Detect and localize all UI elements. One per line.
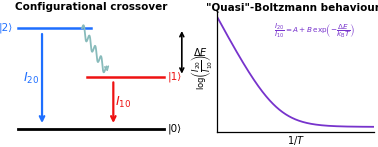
X-axis label: $1/T$: $1/T$ bbox=[287, 134, 305, 147]
Text: $\dfrac{I_{20}}{I_{10}} = A + B\,\exp\!\left(-\dfrac{\Delta E}{k_{\mathrm{B}}T}\: $\dfrac{I_{20}}{I_{10}} = A + B\,\exp\!\… bbox=[274, 21, 355, 40]
Text: |2⟩: |2⟩ bbox=[0, 23, 12, 33]
Text: |1⟩: |1⟩ bbox=[167, 71, 181, 82]
Text: "Quasi"-Boltzmann behaviour: "Quasi"-Boltzmann behaviour bbox=[206, 3, 378, 13]
Text: $\Delta E$: $\Delta E$ bbox=[193, 46, 208, 58]
Text: Configurational crossover: Configurational crossover bbox=[14, 2, 167, 12]
Text: $I_{20}$: $I_{20}$ bbox=[23, 71, 39, 86]
Text: $I_{10}$: $I_{10}$ bbox=[115, 95, 131, 110]
Y-axis label: $\log\!\left(\dfrac{I_{20}}{I_{10}}\right)$: $\log\!\left(\dfrac{I_{20}}{I_{10}}\righ… bbox=[190, 54, 215, 90]
Text: |0⟩: |0⟩ bbox=[167, 124, 181, 134]
